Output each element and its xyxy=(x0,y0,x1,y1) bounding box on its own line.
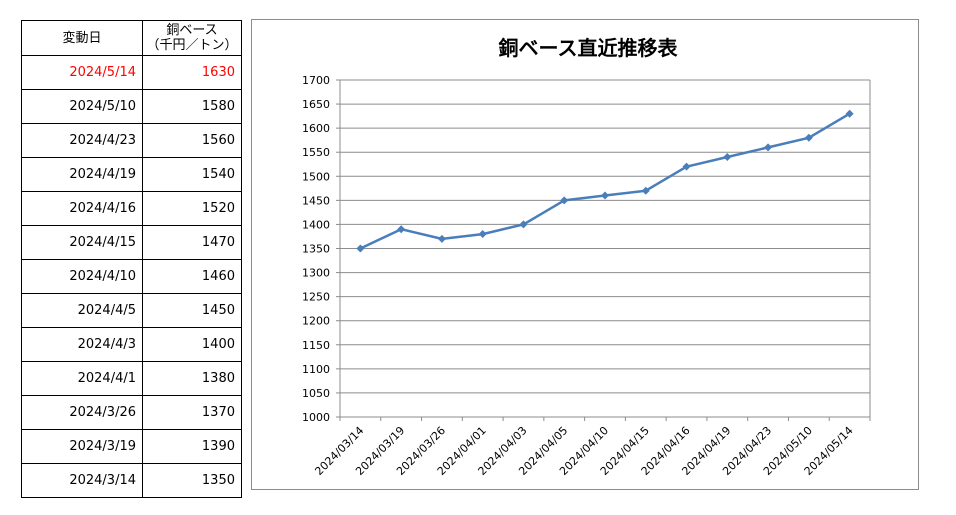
table-row: 2024/3/26 1370 xyxy=(21,395,242,430)
data-point xyxy=(723,153,732,162)
header-price-line2: （千円／トン） xyxy=(146,38,238,53)
header-price-line1: 銅ベース xyxy=(166,23,218,38)
row-price: 1400 xyxy=(142,327,242,362)
data-point xyxy=(641,186,650,195)
data-point xyxy=(845,109,854,118)
row-price: 1370 xyxy=(142,395,242,430)
table-row: 2024/4/3 1400 xyxy=(21,327,242,362)
row-price: 1380 xyxy=(142,361,242,396)
table-row: 2024/4/16 1520 xyxy=(21,191,242,226)
data-point xyxy=(437,234,446,243)
y-tick-label: 1250 xyxy=(302,291,330,304)
data-point xyxy=(682,162,691,171)
row-date: 2024/3/26 xyxy=(21,395,143,430)
y-tick-label: 1200 xyxy=(302,315,330,328)
y-tick-label: 1600 xyxy=(302,122,330,135)
y-tick-label: 1450 xyxy=(302,194,330,207)
row-date: 2024/4/23 xyxy=(21,123,143,158)
row-price: 1460 xyxy=(142,259,242,294)
row-date: 2024/4/10 xyxy=(21,259,143,294)
y-tick-label: 1500 xyxy=(302,170,330,183)
y-tick-label: 1050 xyxy=(302,387,330,400)
row-date: 2024/5/10 xyxy=(21,89,143,124)
y-tick-label: 1700 xyxy=(302,74,330,87)
series-layer xyxy=(356,109,854,253)
table-row: 2024/3/19 1390 xyxy=(21,429,242,464)
table-header-row: 変動日 銅ベース （千円／トン） xyxy=(21,20,242,56)
y-tick-label: 1400 xyxy=(302,218,330,231)
data-point xyxy=(397,225,406,234)
y-tick-label: 1150 xyxy=(302,339,330,352)
row-price: 1560 xyxy=(142,123,242,158)
row-price: 1450 xyxy=(142,293,242,328)
row-price: 1470 xyxy=(142,225,242,260)
row-price: 1580 xyxy=(142,89,242,124)
table-row: 2024/4/1 1380 xyxy=(21,361,242,396)
price-table: 変動日 銅ベース （千円／トン） 2024/5/14 1630 2024/5/10 1… xyxy=(21,20,242,498)
data-point xyxy=(560,196,569,205)
table-row: 2024/4/23 1560 xyxy=(21,123,242,158)
table-row: 2024/4/10 1460 xyxy=(21,259,242,294)
row-date: 2024/4/3 xyxy=(21,327,143,362)
data-point xyxy=(478,230,487,239)
chart-area: 銅ベース直近推移表 1000 1050 1100 1150 1200 1250 1300 13… xyxy=(251,19,919,490)
table-row: 2024/3/14 1350 xyxy=(21,463,242,498)
header-price: 銅ベース （千円／トン） xyxy=(142,20,242,56)
line-chart: 銅ベース直近推移表 1000 1050 1100 1150 1200 1250 1300 13… xyxy=(302,36,871,478)
data-point xyxy=(601,191,609,200)
table-row: 2024/4/5 1450 xyxy=(21,293,242,328)
table-row: 2024/5/10 1580 xyxy=(21,89,242,124)
data-point xyxy=(804,133,813,142)
row-price: 1630 xyxy=(142,55,242,90)
row-date: 2024/5/14 xyxy=(21,55,143,90)
table-row: 2024/4/19 1540 xyxy=(21,157,242,192)
y-tick-label: 1550 xyxy=(302,146,330,159)
grid-layer xyxy=(340,79,870,418)
chart-title: 銅ベース直近推移表 xyxy=(499,36,679,60)
header-date: 変動日 xyxy=(21,20,143,56)
data-point xyxy=(356,244,365,253)
row-date: 2024/4/19 xyxy=(21,157,143,192)
y-tick-label: 1650 xyxy=(302,98,330,111)
row-date: 2024/3/19 xyxy=(21,429,143,464)
row-date: 2024/4/15 xyxy=(21,225,143,260)
table-row: 2024/4/15 1470 xyxy=(21,225,242,260)
row-price: 1390 xyxy=(142,429,242,464)
row-price: 1520 xyxy=(142,191,242,226)
row-price: 1540 xyxy=(142,157,242,192)
table-body: 2024/5/14 1630 2024/5/10 1580 2024/4/23 1560 2… xyxy=(21,55,242,498)
row-date: 2024/4/16 xyxy=(21,191,143,226)
y-tick-label: 1350 xyxy=(302,243,330,256)
y-tick-label: 1300 xyxy=(302,267,330,280)
row-date: 2024/4/5 xyxy=(21,293,143,328)
series-line xyxy=(359,112,851,250)
row-date: 2024/3/14 xyxy=(21,463,143,498)
row-date: 2024/4/1 xyxy=(21,361,143,396)
data-point xyxy=(519,220,528,229)
row-price: 1350 xyxy=(142,463,242,498)
y-tick-label: 1100 xyxy=(302,363,330,376)
table-row: 2024/5/14 1630 xyxy=(21,55,242,90)
data-point xyxy=(764,143,773,152)
header-date-label: 変動日 xyxy=(62,30,102,46)
y-tick-label: 1000 xyxy=(302,411,330,424)
